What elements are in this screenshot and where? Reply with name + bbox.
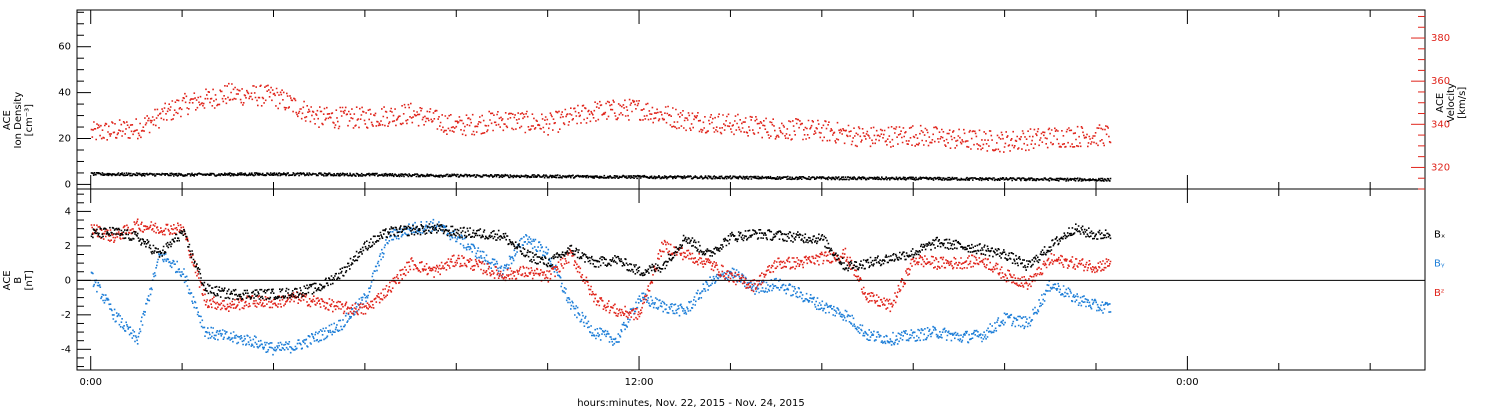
by-series-points [90, 218, 1112, 356]
panel-frames [76, 9, 1426, 371]
top-panel-frame [76, 9, 1426, 190]
b-ylabel-line: B [13, 277, 24, 284]
density-series-points [90, 172, 1112, 182]
time-tick-label: 0:00 [79, 377, 101, 388]
axis-labels: ACE Ion Density [cm⁻³]ACE Velocity [km/s]ACE… [2, 83, 1468, 290]
bz-series-points [90, 218, 1112, 321]
density-tick-label: 20 [58, 134, 71, 145]
legend-by: Bᵧ [1434, 259, 1445, 270]
time-tick-label: 0:00 [1176, 377, 1198, 388]
density-ylabel: ACE Ion Density [cm⁻³] [2, 92, 35, 149]
bottom-panel-frame [76, 188, 1426, 371]
velocity-tick-label: 320 [1431, 162, 1450, 173]
velocity-ylabel-line: [km/s] [1457, 87, 1468, 119]
b-tick-label: 4 [65, 206, 71, 217]
velocity-tick-label: 360 [1431, 76, 1450, 87]
legend-bz: Bᶻ [1434, 288, 1445, 299]
density-ylabel-line: ACE [2, 110, 13, 130]
b-ylabel: ACE B [nT] [2, 270, 35, 290]
density-ylabel-line: Ion Density [13, 92, 24, 149]
density-tick-label: 0 [65, 179, 71, 190]
velocity-tick-label: 380 [1431, 33, 1450, 44]
magnetic-field-panel: -4 -2 0 2 4 Bₓ Bᵧ Bᶻ [61, 193, 1445, 368]
density-velocity-panel: 0 20 40 60 320 340 360 380 [58, 11, 1450, 190]
b-tick-label: -4 [61, 344, 71, 355]
velocity-series-points [90, 82, 1112, 153]
bx-series-points [90, 223, 1112, 300]
b-ylabel-line: ACE [2, 270, 13, 290]
velocity-tick-label: 340 [1431, 119, 1450, 130]
time-tick-label: 12:00 [625, 377, 654, 388]
b-tick-label: -2 [61, 310, 71, 321]
velocity-ylabel-line: ACE [1435, 93, 1446, 113]
velocity-ylabel: ACE Velocity [km/s] [1435, 83, 1468, 122]
density-tick-label: 40 [58, 88, 71, 99]
density-ylabel-line: [cm⁻³] [24, 104, 35, 136]
velocity-ylabel-line: Velocity [1446, 83, 1457, 122]
b-tick-label: 0 [65, 275, 71, 286]
b-tick-label: 2 [65, 241, 71, 252]
time-axis: 0:00 12:00 0:00 hours:minutes, Nov. 22, 201… [79, 10, 1371, 409]
legend-bx: Bₓ [1434, 229, 1445, 240]
density-tick-label: 60 [58, 42, 71, 53]
b-ylabel-line: [nT] [24, 270, 35, 290]
x-axis-label: hours:minutes, Nov. 22, 2015 - Nov. 24, … [577, 398, 805, 409]
